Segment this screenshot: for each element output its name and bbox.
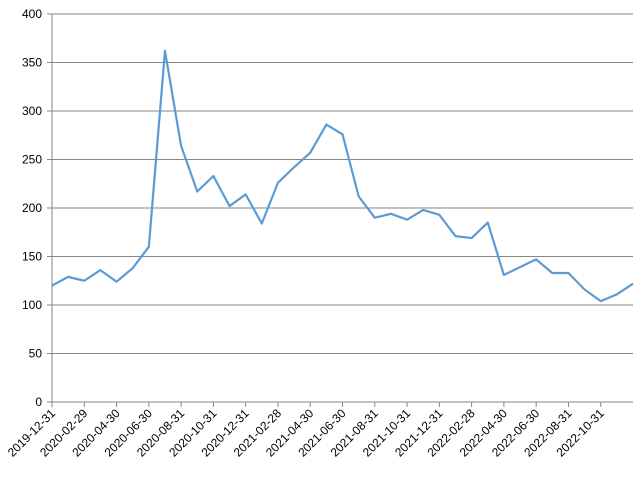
y-tick-label: 400 <box>22 7 42 21</box>
y-tick-label: 50 <box>29 347 43 361</box>
y-tick-label: 200 <box>22 201 42 215</box>
y-tick-label: 0 <box>35 395 42 409</box>
y-tick-label: 250 <box>22 153 42 167</box>
data-line <box>51 49 634 303</box>
y-tick-label: 100 <box>22 298 42 312</box>
y-tick-label: 150 <box>22 250 42 264</box>
y-tick-label: 350 <box>22 56 42 70</box>
y-tick-label: 300 <box>22 104 42 118</box>
